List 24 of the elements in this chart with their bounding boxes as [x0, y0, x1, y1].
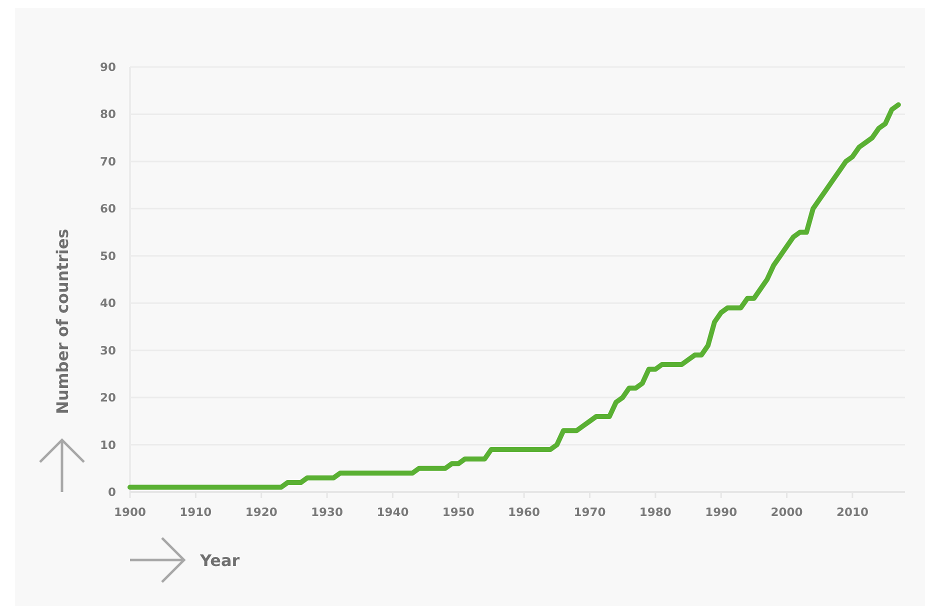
x-tick-label: 1920	[245, 505, 278, 519]
x-tick-label: 2010	[836, 505, 868, 519]
y-tick-label: 80	[100, 107, 116, 122]
x-axis-title: Year	[199, 551, 240, 570]
x-tick-label: 1910	[180, 505, 212, 519]
x-tick-label: 1900	[114, 505, 146, 519]
y-tick-label: 40	[100, 296, 116, 310]
x-tick-label: 1940	[376, 505, 409, 519]
y-tick-label: 70	[100, 154, 116, 168]
y-tick-label: 90	[100, 60, 116, 74]
y-tick-label: 60	[100, 202, 116, 216]
x-tick-label: 1930	[311, 505, 344, 519]
x-tick-label: 1980	[639, 505, 672, 519]
y-axis-title: Number of countries	[53, 228, 72, 414]
x-tick-label: 2000	[770, 505, 803, 519]
y-tick-label: 0	[108, 485, 116, 499]
y-tick-label: 50	[100, 248, 116, 263]
y-tick-label: 30	[100, 343, 116, 358]
x-tick-label: 1960	[508, 505, 540, 519]
y-tick-label: 10	[100, 438, 116, 452]
y-tick-label: 20	[100, 390, 116, 405]
x-tick-label: 1970	[574, 505, 606, 519]
x-tick-label: 1990	[705, 505, 738, 519]
x-tick-label: 1950	[442, 505, 474, 519]
